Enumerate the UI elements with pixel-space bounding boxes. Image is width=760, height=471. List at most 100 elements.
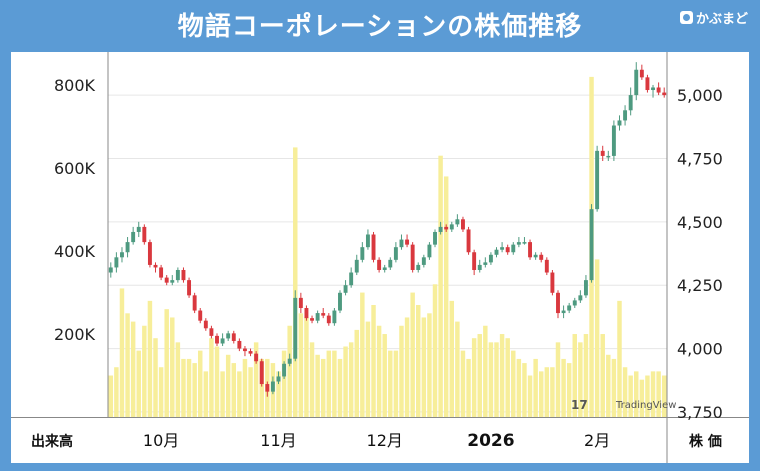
volume-bar [315, 354, 320, 417]
volume-bar [158, 367, 164, 417]
volume-bar [455, 321, 460, 417]
candle-body [662, 92, 667, 96]
candle-body [444, 226, 449, 230]
candle-body [393, 247, 398, 260]
candle-body [120, 252, 124, 258]
candle-body [259, 361, 264, 385]
volume-bar [170, 317, 175, 417]
candle-body [215, 335, 219, 344]
volume-bar [231, 363, 237, 417]
volume-bar [287, 325, 292, 417]
candle-body [651, 87, 655, 91]
candle-body [600, 150, 605, 156]
candle-body [321, 313, 326, 316]
candle-body [237, 340, 242, 349]
grid-lines [108, 94, 667, 413]
volume-bar [108, 375, 114, 417]
candle-body [153, 264, 158, 268]
candle-body [533, 254, 538, 258]
volume-bar [281, 350, 287, 417]
candle-body [203, 320, 208, 329]
price-tick-label: 4,000 [677, 340, 723, 359]
candle-body [354, 259, 359, 273]
candle-body [293, 297, 298, 359]
volume-bar [477, 334, 482, 417]
candle-body [338, 292, 342, 311]
volume-bar [566, 363, 572, 417]
volume-bar [410, 292, 415, 417]
price-axis-label: 株 価 [689, 433, 722, 450]
candle-body [561, 310, 566, 314]
candle-body [628, 95, 633, 111]
candle-body [416, 264, 421, 270]
volume-bar [466, 358, 471, 417]
volume-bar [153, 338, 158, 417]
candle-body [438, 226, 443, 232]
volume-bar [276, 371, 281, 417]
candlesticks [108, 62, 667, 397]
candle-body [500, 247, 505, 250]
volume-bar [488, 342, 494, 417]
brand-logo: かぶまど [679, 8, 748, 27]
candle-body [276, 376, 281, 382]
volume-bar [203, 371, 209, 417]
candle-body [209, 328, 214, 336]
volume-bar [136, 350, 141, 417]
volume-tick-label: 200K [54, 325, 96, 344]
candle-body [108, 267, 113, 273]
candle-body [371, 234, 376, 260]
candle-body [131, 231, 136, 243]
candle-body [455, 219, 460, 225]
candle-body [578, 295, 583, 301]
volume-bar [181, 358, 186, 417]
volume-bar [326, 350, 332, 417]
volume-bar [449, 300, 455, 417]
month-label: 2026 [467, 431, 514, 451]
volume-bar [253, 342, 259, 417]
volume-bar [214, 346, 220, 417]
volume-bar [578, 342, 583, 417]
candle-body [343, 285, 348, 293]
candle-body [567, 305, 572, 311]
tradingview-logo-icon: 17 [571, 398, 588, 412]
candle-body [606, 155, 611, 158]
candle-body [656, 87, 661, 93]
chart-panel: 3,750 4,000 4,250 4,500 4,750 5,000 200K 400K 60… [11, 52, 749, 463]
candle-body [433, 231, 437, 245]
volume-bar [298, 313, 304, 417]
volume-bar [634, 371, 639, 417]
candle-body [516, 242, 521, 245]
volume-bar [555, 342, 561, 417]
volume-bar [645, 375, 650, 417]
volume-bar [483, 325, 488, 417]
candle-body [142, 226, 147, 243]
volume-tick-label: 600K [54, 159, 96, 178]
brand-logo-text: かぶまど [695, 12, 748, 27]
volume-bar [416, 305, 421, 417]
volume-bar [516, 358, 522, 417]
candle-body [270, 381, 275, 392]
candle-body [595, 150, 600, 210]
candle-body [187, 280, 192, 296]
volume-bar [550, 367, 555, 417]
volume-bar [192, 363, 197, 417]
volume-bar [522, 363, 527, 417]
volume-bar [365, 321, 371, 417]
volume-bar [164, 309, 169, 417]
volume-bar [583, 334, 589, 417]
candle-body [449, 224, 454, 230]
candle-body [483, 262, 488, 265]
volume-bar [242, 358, 248, 417]
price-tick-label: 3,750 [677, 403, 723, 422]
volume-bar [332, 350, 337, 417]
candle-body [310, 318, 314, 321]
volume-bar [661, 375, 667, 417]
watermark-text: TradingView [615, 400, 676, 411]
volume-bar [544, 367, 550, 417]
volume-bar [388, 350, 393, 417]
volume-bar [348, 342, 354, 417]
volume-bar [337, 358, 343, 417]
candle-body [175, 269, 180, 281]
volume-bar [130, 321, 136, 417]
volume-bar [237, 371, 242, 417]
